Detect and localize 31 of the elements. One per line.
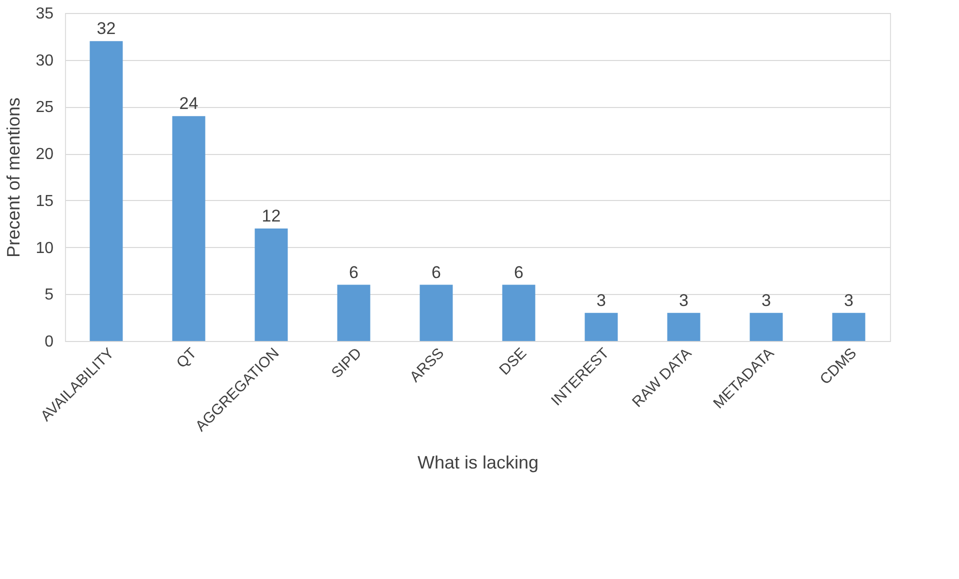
y-tick-label: 20 [36,146,54,164]
data-label: 3 [679,290,688,310]
bar [172,116,206,341]
data-label: 6 [349,262,358,282]
y-tick-label: 5 [44,286,54,304]
bar [832,312,866,341]
bar [750,312,783,341]
data-label: 6 [432,262,441,282]
y-tick-label: 25 [36,99,54,116]
bar [584,312,618,341]
x-axis-title: What is lacking [417,452,539,472]
y-tick-label: 15 [36,192,54,210]
y-tick-label: 10 [36,240,54,257]
data-label: 12 [262,206,281,226]
y-tick-label: 0 [44,334,54,350]
y-tick-label: 30 [36,52,54,70]
bar [667,312,700,341]
bar [420,284,453,341]
x-tick-label: QT [173,344,200,372]
data-label: 24 [179,94,198,114]
data-label: 3 [596,290,606,310]
data-label: 6 [514,262,524,282]
data-label: 3 [762,290,771,310]
data-label: 3 [844,290,854,310]
data-label: 32 [96,19,116,38]
bar [254,228,288,341]
bar [502,284,536,341]
y-tick-label: 35 [36,6,54,22]
bar [337,284,370,341]
bar [90,41,123,341]
y-axis-title: Precent of mentions [4,97,24,258]
